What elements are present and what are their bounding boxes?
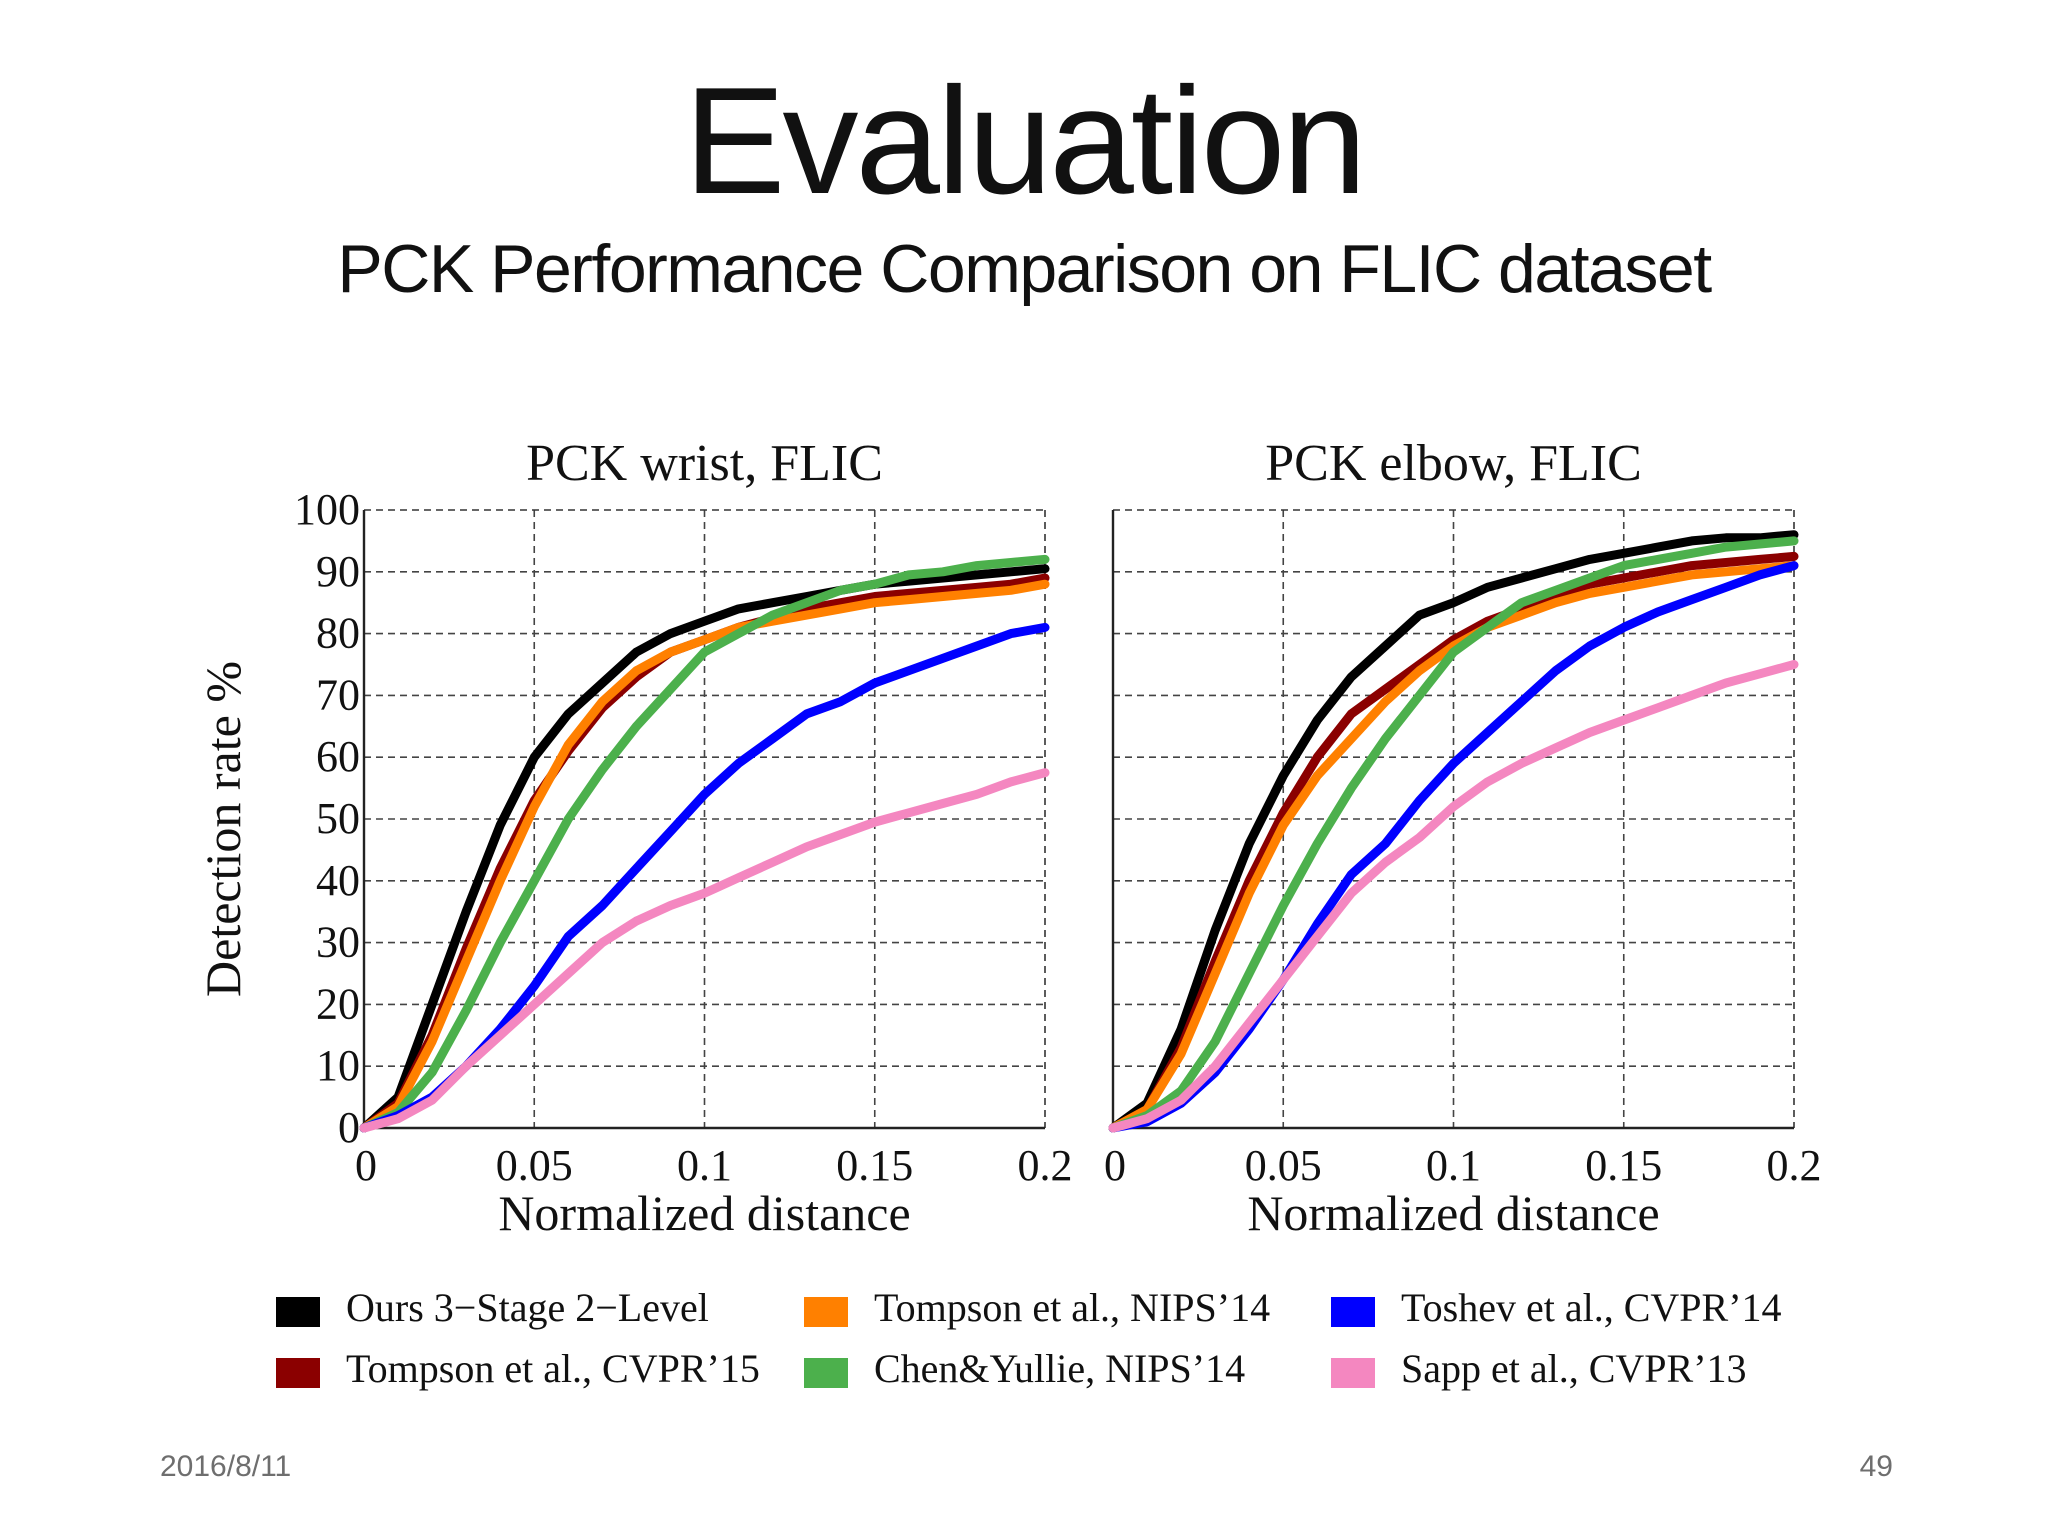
chart2-series-sapp-et-al-cvpr-13 — [1108, 660, 1799, 1133]
chart2-xtick-label: 0.1 — [1426, 1141, 1481, 1190]
chart1-title: PCK wrist, FLIC — [526, 435, 883, 492]
chart1-series-ours-3-stage-2-level — [359, 564, 1050, 1133]
legend-swatch-chen-yullie-nips-14 — [804, 1358, 848, 1388]
chart1-ytick-label: 80 — [316, 609, 360, 658]
slide-title: Evaluation — [684, 56, 1367, 226]
legend-swatch-toshev-et-al-cvpr-14 — [1331, 1297, 1375, 1327]
chart1-ytick-label: 20 — [316, 979, 360, 1028]
legend-label-tompson-et-al-cvpr-15: Tompson et al., CVPR’15 — [346, 1346, 760, 1391]
chart2-xlabel: Normalized distance — [1247, 1185, 1659, 1241]
chart1-ytick-label: 50 — [316, 794, 360, 843]
chart1-ytick-label: 30 — [316, 918, 360, 967]
chart1-ytick-label: 70 — [316, 670, 360, 719]
chart1-series-tompson-et-al-nips-14 — [359, 579, 1050, 1133]
chart1-xtick-label: 0.1 — [677, 1141, 732, 1190]
chart2-xtick-label: 0.05 — [1245, 1141, 1322, 1190]
legend-label-toshev-et-al-cvpr-14: Toshev et al., CVPR’14 — [1401, 1285, 1782, 1330]
chart2-xtick-label: 0.2 — [1767, 1141, 1822, 1190]
chart1-series-sapp-et-al-cvpr-13 — [359, 768, 1050, 1133]
page-number: 49 — [1859, 1450, 1893, 1483]
chart1-xtick-label: 0.2 — [1018, 1141, 1073, 1190]
chart1-ytick-label: 40 — [316, 856, 360, 905]
chart1-xtick-label: 0.05 — [496, 1141, 573, 1190]
legend-swatch-sapp-et-al-cvpr-13 — [1331, 1358, 1375, 1388]
legend-swatch-ours-3-stage-2-level — [276, 1297, 320, 1327]
chart1-ytick-label: 90 — [316, 547, 360, 596]
chart1-ytick-label: 100 — [294, 485, 360, 534]
chart1-xtick-label: 0.15 — [836, 1141, 913, 1190]
chart1-ytick-label: 60 — [316, 732, 360, 781]
chart2-series-chen-yullie-nips-14 — [1108, 536, 1799, 1133]
legend-label-chen-yullie-nips-14: Chen&Yullie, NIPS’14 — [874, 1346, 1245, 1391]
chart1-ytick-label: 0 — [338, 1103, 360, 1152]
chart1-xlabel: Normalized distance — [498, 1185, 910, 1241]
chart2-xtick-label: 0 — [1104, 1141, 1126, 1190]
chart1-xtick-label: 0 — [355, 1141, 377, 1190]
legend-label-tompson-et-al-nips-14: Tompson et al., NIPS’14 — [874, 1285, 1270, 1330]
chart1-ylabel: Detection rate % — [195, 661, 251, 997]
chart2-series-tompson-et-al-nips-14 — [1108, 561, 1799, 1133]
slide-subtitle: PCK Performance Comparison on FLIC datas… — [337, 231, 1712, 307]
chart2-series-ours-3-stage-2-level — [1108, 530, 1799, 1133]
legend-swatch-tompson-et-al-cvpr-15 — [276, 1358, 320, 1388]
chart2-xtick-label: 0.15 — [1585, 1141, 1662, 1190]
chart1-series-chen-yullie-nips-14 — [359, 554, 1050, 1133]
chart2-title: PCK elbow, FLIC — [1265, 435, 1642, 492]
chart1-ytick-label: 10 — [316, 1041, 360, 1090]
legend-label-ours-3-stage-2-level: Ours 3−Stage 2−Level — [346, 1285, 709, 1330]
chart2-series-tompson-et-al-cvpr-15 — [1108, 551, 1799, 1133]
legend-label-sapp-et-al-cvpr-13: Sapp et al., CVPR’13 — [1401, 1346, 1747, 1391]
legend-swatch-tompson-et-al-nips-14 — [804, 1297, 848, 1327]
footer-date: 2016/8/11 — [160, 1450, 292, 1483]
